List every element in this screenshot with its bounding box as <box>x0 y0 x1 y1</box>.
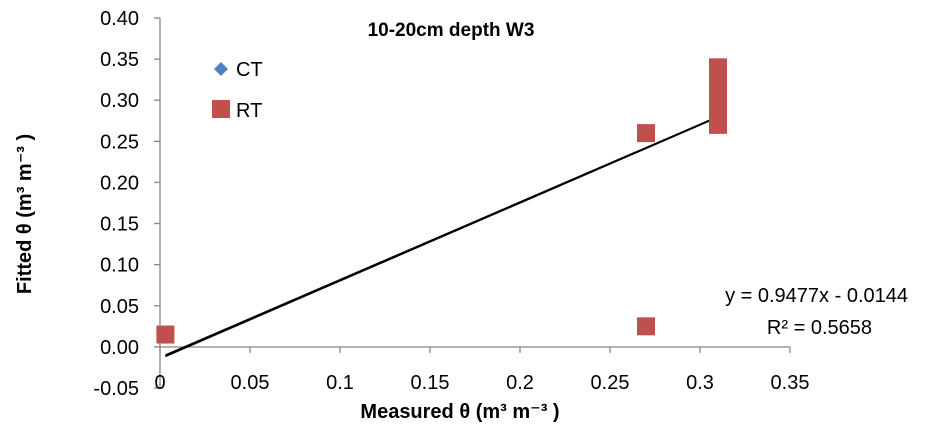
y-tick-label: 0.30 <box>100 90 139 112</box>
y-tick-label: 0.05 <box>100 296 139 318</box>
data-point-rt <box>637 124 655 143</box>
y-axis-title: Fitted θ (m³ m⁻³ ) <box>14 134 36 294</box>
x-tick-label: 0.05 <box>231 372 270 394</box>
legend: CT RT <box>212 59 263 122</box>
y-tick-label: 0.10 <box>100 255 139 277</box>
y-tick-label: 0.20 <box>100 172 139 194</box>
data-points <box>156 58 727 344</box>
data-point-rt <box>709 58 727 77</box>
trendlines <box>165 115 719 358</box>
x-tick-label: 0.35 <box>771 372 810 394</box>
x-tick-label: 0.15 <box>411 372 450 394</box>
y-tick-label: 0.00 <box>100 337 139 359</box>
chart-title: 10-20cm depth W3 <box>368 20 535 41</box>
legend-marker-ct <box>214 62 228 76</box>
y-tick-label: -0.05 <box>93 378 139 400</box>
legend-label-rt: RT <box>236 100 262 122</box>
x-tick-label: 0.2 <box>506 372 534 394</box>
trendline <box>165 116 719 358</box>
y-axis-ticks: -0.05 0.00 0.05 0.10 0.15 0.20 0.25 0.30 0.35 0.4… <box>93 8 160 400</box>
data-point-rt <box>156 325 175 344</box>
x-tick-label: 0.1 <box>326 372 354 394</box>
y-tick-label: 0.40 <box>100 8 139 30</box>
legend-label-ct: CT <box>236 59 263 81</box>
x-axis-ticks: 0 0.05 0.1 0.15 0.2 0.25 0.3 0.35 <box>154 346 810 394</box>
x-tick-label: 0.3 <box>686 372 714 394</box>
r-squared-label: R² = 0.5658 <box>767 317 872 339</box>
data-point-rt <box>637 317 655 336</box>
x-tick-label: 0.25 <box>591 372 630 394</box>
x-tick-label: 0 <box>154 372 165 394</box>
y-tick-label: 0.35 <box>100 49 139 71</box>
y-tick-label: 0.25 <box>100 131 139 153</box>
legend-marker-rt <box>212 100 230 118</box>
y-tick-label: 0.15 <box>100 214 139 236</box>
trendline-equation: y = 0.9477x - 0.0144 <box>725 285 908 307</box>
x-axis-title: Measured θ (m³ m⁻³ ) <box>360 401 559 423</box>
